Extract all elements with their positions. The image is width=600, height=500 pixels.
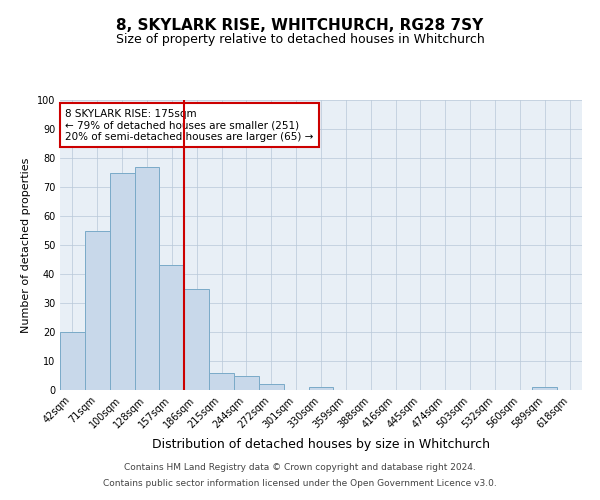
Bar xyxy=(209,372,234,390)
Bar xyxy=(532,387,557,390)
X-axis label: Distribution of detached houses by size in Whitchurch: Distribution of detached houses by size … xyxy=(152,438,490,451)
Bar xyxy=(60,332,85,390)
Text: 8, SKYLARK RISE, WHITCHURCH, RG28 7SY: 8, SKYLARK RISE, WHITCHURCH, RG28 7SY xyxy=(116,18,484,32)
Text: 8 SKYLARK RISE: 175sqm
← 79% of detached houses are smaller (251)
20% of semi-de: 8 SKYLARK RISE: 175sqm ← 79% of detached… xyxy=(65,108,314,142)
Y-axis label: Number of detached properties: Number of detached properties xyxy=(21,158,31,332)
Bar xyxy=(160,266,184,390)
Bar xyxy=(184,288,209,390)
Text: Contains public sector information licensed under the Open Government Licence v3: Contains public sector information licen… xyxy=(103,478,497,488)
Bar xyxy=(259,384,284,390)
Bar xyxy=(308,387,334,390)
Bar xyxy=(85,230,110,390)
Bar xyxy=(134,166,160,390)
Bar xyxy=(110,172,134,390)
Text: Size of property relative to detached houses in Whitchurch: Size of property relative to detached ho… xyxy=(116,32,484,46)
Text: Contains HM Land Registry data © Crown copyright and database right 2024.: Contains HM Land Registry data © Crown c… xyxy=(124,464,476,472)
Bar xyxy=(234,376,259,390)
